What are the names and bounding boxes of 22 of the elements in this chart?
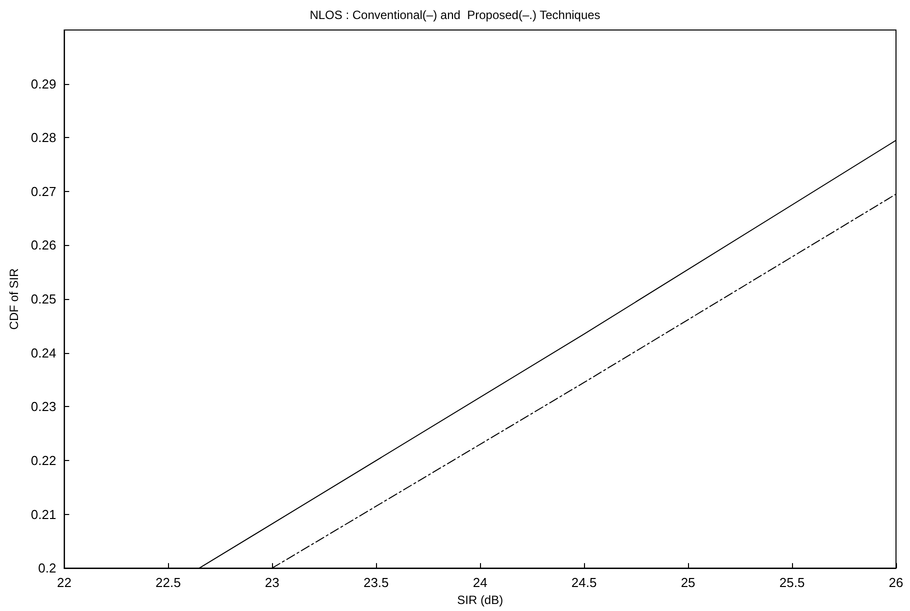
x-tick-label: 25 [680,575,696,590]
x-tick-label: 23 [264,575,280,590]
y-tick-label: 0.23 [30,399,56,414]
x-tick-label: 25.5 [779,575,805,590]
x-tick-label: 24.5 [571,575,597,590]
y-tick-label: 0.2 [38,560,56,576]
y-tick-label: 0.21 [30,506,56,522]
y-tick-label: 0.29 [30,76,56,92]
y-tick-label: 0.28 [30,130,56,146]
y-tick-label: 0.24 [30,345,56,360]
y-tick-label: 0.26 [30,238,56,253]
x-tick-label: 23.5 [363,575,389,590]
x-tick-label: 26 [888,575,904,590]
y-tick-label: 0.22 [30,452,56,468]
chart-title: NLOS : Conventional(–) and Proposed(–.) Techniques [310,8,600,22]
x-axis-title: SIR (dB) [457,593,504,607]
x-tick-label: 24 [472,575,488,590]
x-tick-label: 22.5 [156,575,181,590]
y-tick-label: 0.27 [30,184,56,199]
y-tick-label: 0.25 [30,292,56,307]
x-tick-label: 22 [56,575,72,590]
y-axis-title: CDF of SIR [7,268,21,330]
